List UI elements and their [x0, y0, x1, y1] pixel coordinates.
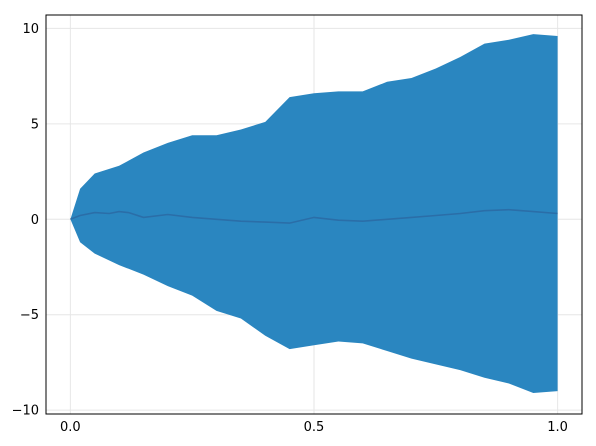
confidence-band-layer [70, 34, 558, 393]
y-tick-label: −10 [12, 404, 39, 419]
x-tick-label: 1.0 [547, 420, 568, 435]
y-tick-label: −5 [20, 308, 39, 323]
tick-labels: 0.0 0.5 1.0 10 5 0 −5 −10 [12, 22, 568, 435]
y-tick-label: 0 [31, 213, 39, 228]
plot-frame [45, 14, 583, 415]
y-tick-label: 10 [22, 22, 39, 37]
y-tick-label: 5 [31, 117, 39, 132]
mean-line [70, 208, 558, 224]
x-tick-label: 0.0 [60, 420, 81, 435]
mean-line-layer [70, 208, 558, 224]
x-tick-label: 0.5 [304, 420, 325, 435]
confidence-band [70, 34, 558, 393]
